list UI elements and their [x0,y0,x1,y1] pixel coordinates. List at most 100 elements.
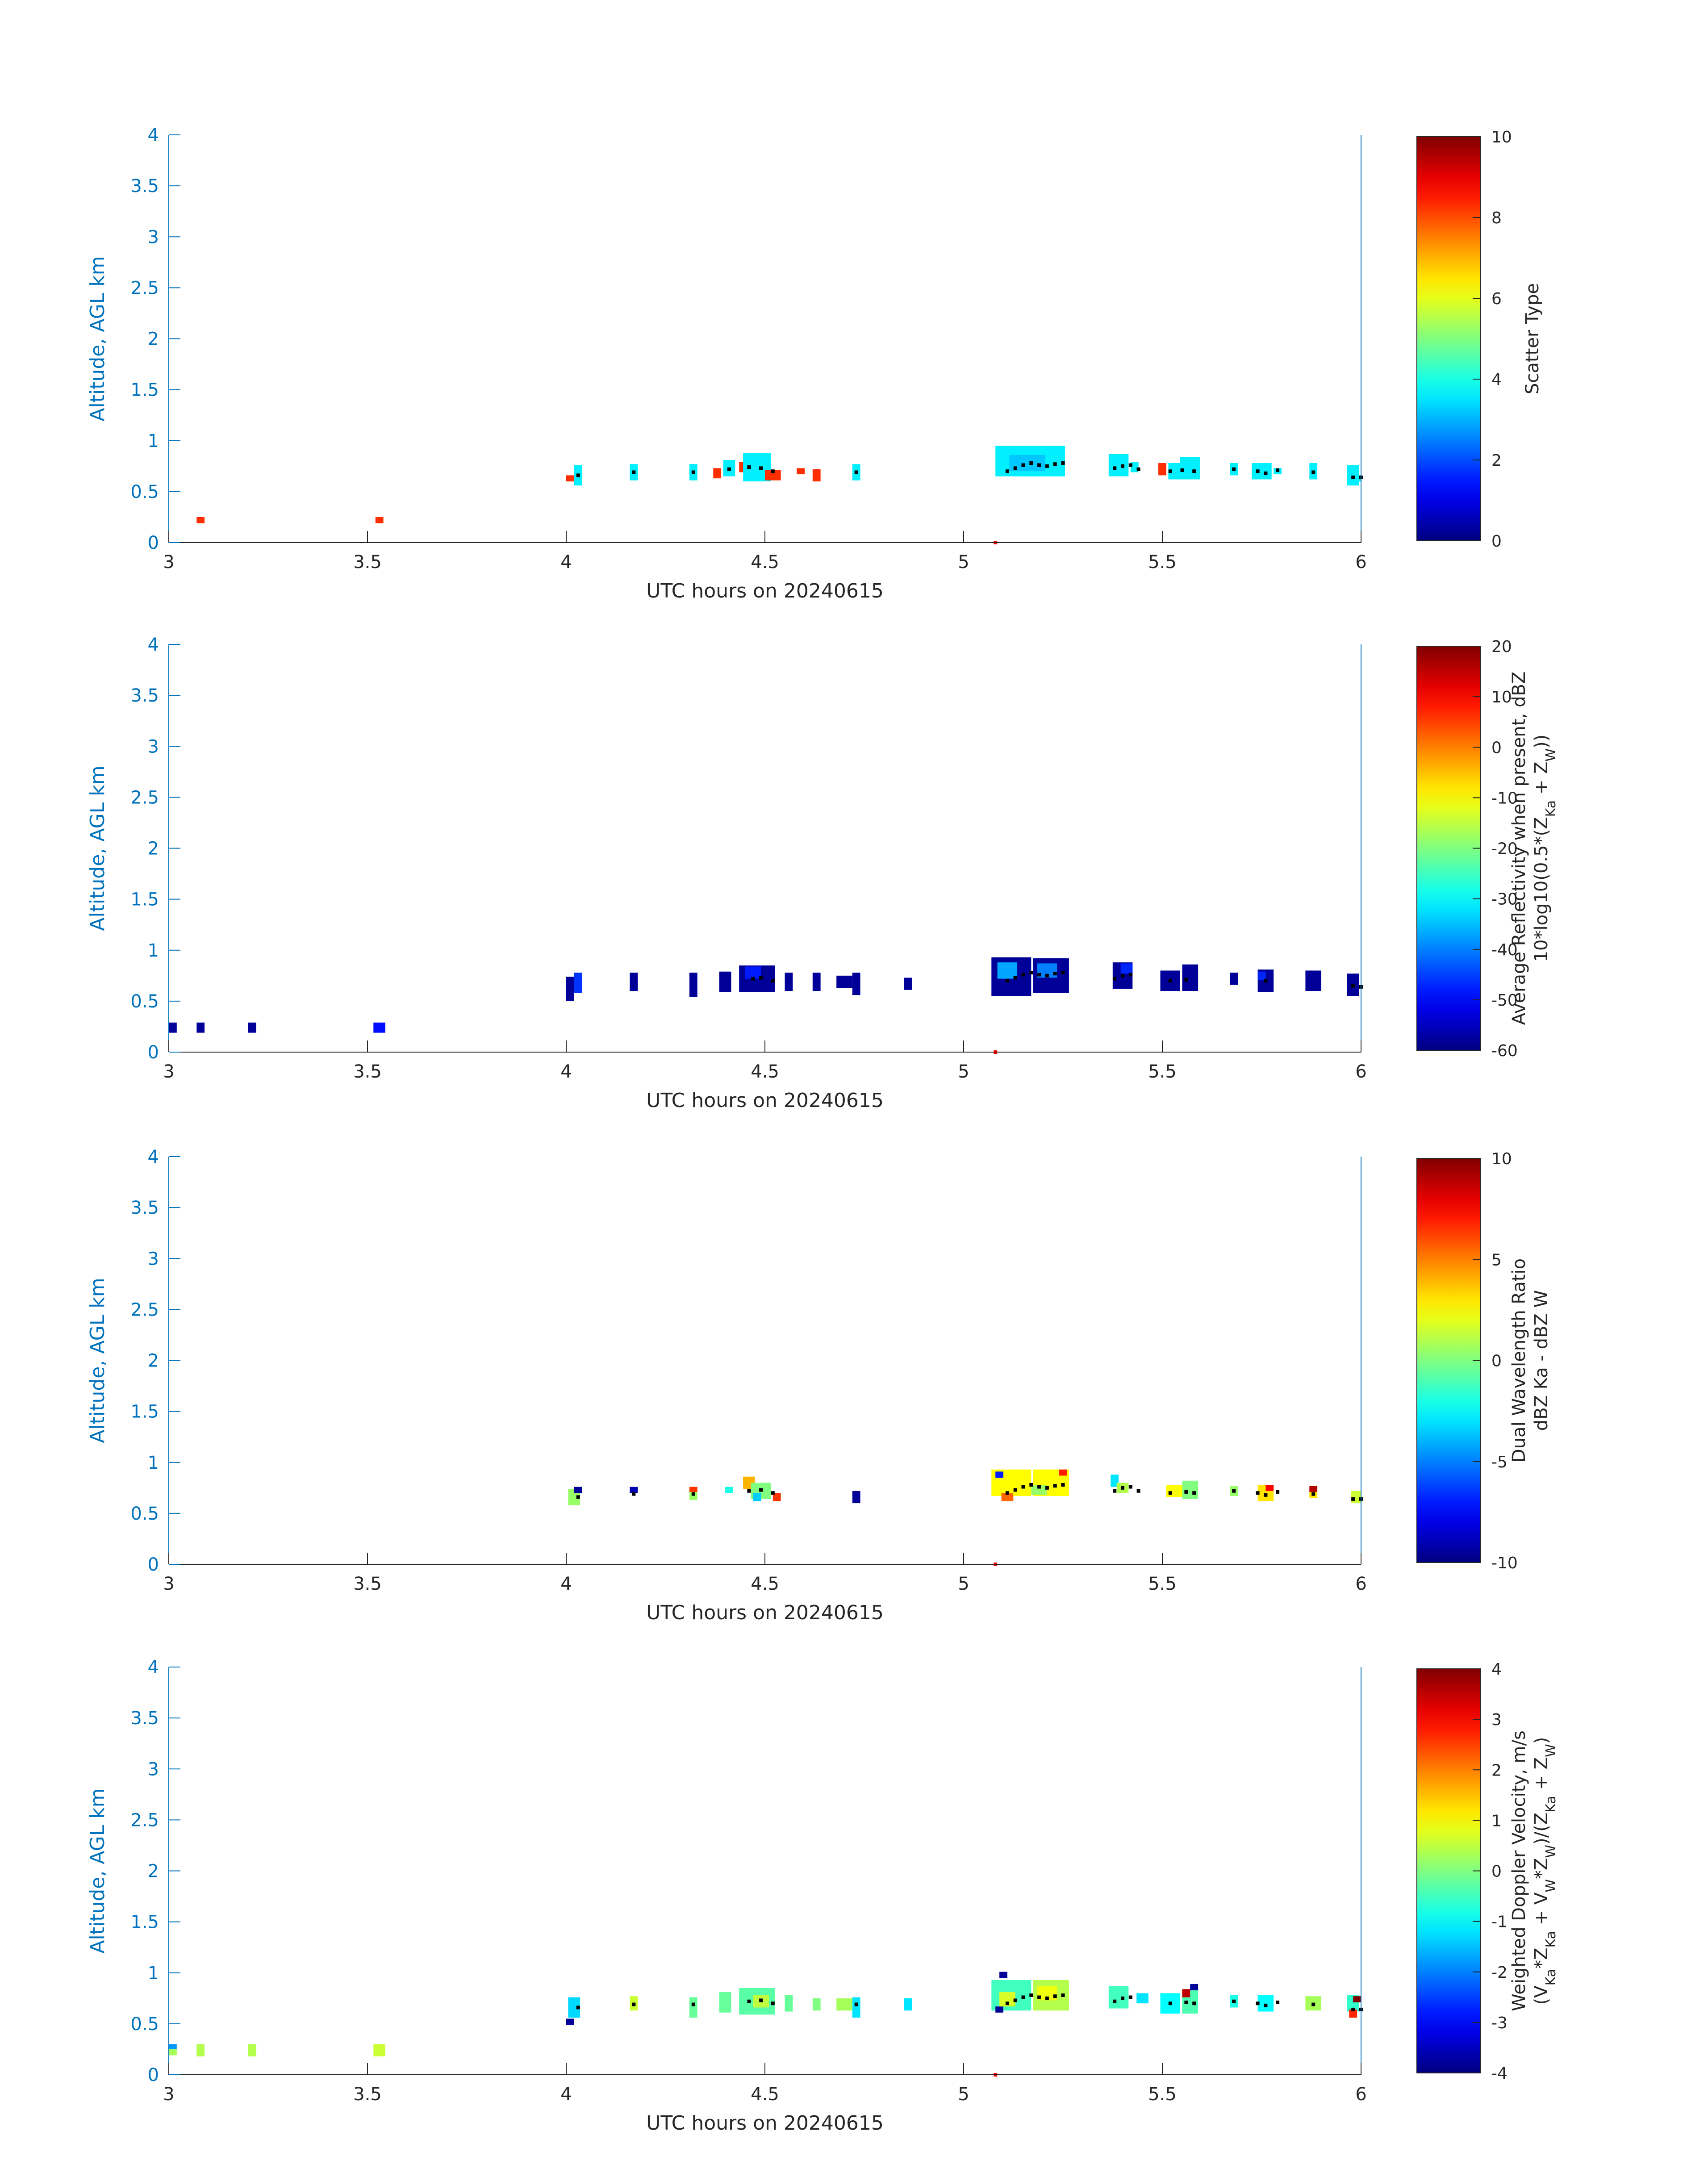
x-tick-label: 6 [1355,552,1366,572]
overlay-marker [576,1495,580,1499]
colorbar: -4 -3 -2 -1 0 1 2 3 4 Weighted Doppler Velocity, … [1416,1660,1559,2083]
overlay-marker [759,976,763,980]
overlay-marker [1351,2007,1355,2011]
overlay-marker [1276,1490,1280,1494]
y-tick-label: 3.5 [130,1708,159,1729]
data-cell [248,2044,256,2056]
data-cell [689,1487,697,1493]
colorbar-tick-label: -2 [1491,1964,1508,1982]
x-tick-label: 3.5 [353,1061,382,1082]
data-cell [812,469,821,482]
data-cell [995,1471,1003,1478]
overlay-marker [1264,471,1268,475]
data-cell [1257,971,1266,980]
x-tick-label: 4 [560,1574,572,1594]
overlay-marker [1311,1492,1315,1496]
x-tick-label: 5 [958,552,969,572]
overlay-marker [1005,979,1009,983]
chart-panel-scatter-type: 0 0.5 1 1.5 2 2.5 3 3.5 4 3 3.5 4 4.5 5 5.5 6 UTC hours … [86,125,1543,602]
overlay-marker [1113,1999,1117,2003]
overlay-marker [1061,971,1065,974]
y-tick-label: 2 [148,329,159,350]
data-cells [169,957,1359,1033]
x-axis-label: UTC hours on 20240615 [646,1089,884,1112]
data-cell [753,1493,761,1501]
overlay-marker [759,466,763,470]
overlay-marker [1168,2002,1172,2006]
overlay-marker [576,2006,580,2010]
colorbar-label: Weighted Doppler Velocity, m/s [1509,1730,1529,2011]
overlay-marker [1168,1491,1172,1495]
data-cell [196,2044,205,2056]
data-cell [745,966,761,979]
data-cell [904,978,912,990]
data-cell [904,1998,912,2011]
colorbar-tick-label: 1 [1491,1812,1502,1830]
data-cell [1031,1485,1047,1495]
overlay-marker [1192,1491,1196,1495]
colorbar-tick-label: 2 [1491,451,1502,470]
data-cell [689,973,697,997]
y-tick-label: 3 [148,1249,159,1269]
colorbar-tick-label: 0 [1491,1352,1502,1371]
x-tick-label: 3 [163,1574,174,1594]
overlay-marker [1128,1485,1132,1489]
data-cell [574,1487,582,1493]
data-cell [812,973,821,991]
y-tick-label: 2 [148,1351,159,1371]
colorbar-label: Average Reflectivity when present, dBZ [1509,672,1529,1025]
overlay-marker [1013,1488,1017,1492]
x-tick-label: 4 [560,1061,572,1082]
colorbar-tick-label: 3 [1491,1711,1502,1729]
data-cell [1059,1469,1067,1476]
data-cell [1230,973,1238,985]
data-cell [773,1493,781,1501]
y-tick-label: 1.5 [130,1912,159,1933]
colorbar: 0 2 4 6 8 10 Scatter Type [1416,128,1543,551]
data-cells [169,1972,1361,2056]
overlay-marker [1061,461,1065,465]
y-tick-label: 1 [148,1453,159,1473]
data-cell [574,973,582,993]
y-axis-label: Altitude, AGL km [86,256,109,421]
overlay-marker [1053,1994,1057,1998]
data-cell [689,1492,697,1500]
x-tick-label: 3 [163,2084,174,2105]
data-cell [719,1992,731,2013]
data-cell [1349,2009,1357,2018]
overlay-marker [1256,469,1260,473]
x-tick-label: 6 [1355,1574,1366,1594]
x-tick-label: 6 [1355,1061,1366,1082]
overlay-marker [1351,1497,1355,1501]
overlay-marker [1061,1993,1065,1997]
overlay-marker [1045,1486,1049,1490]
overlay-marker [1029,971,1033,974]
overlay-marker [576,473,580,477]
y-tick-label: 0.5 [130,482,159,502]
colorbar-tick-label: 2 [1491,1761,1502,1780]
x-tick-label: 3 [163,552,174,572]
colorbar-tick-label: 4 [1491,371,1502,389]
x-tick-label: 4.5 [751,1574,779,1594]
overlay-marker [1029,461,1033,465]
x-tick-label: 5.5 [1148,1574,1177,1594]
overlay-marker [1311,2002,1315,2006]
overlay-marker [1021,1485,1025,1489]
y-tick-label: 2 [148,1861,159,1882]
overlay-marker [1029,1993,1033,1997]
y-tick-label: 2.5 [130,787,159,808]
data-cell [852,1491,860,1504]
overlay-marker [1013,1998,1017,2002]
x-tick-label: 5.5 [1148,552,1177,572]
data-cell [852,1997,860,2018]
overlay-marker [632,1492,636,1496]
overlay-marker [751,977,755,981]
colorbar-gradient [1416,646,1481,1051]
y-tick-label: 0 [148,1554,159,1575]
data-cell [1166,1485,1182,1497]
colorbar: -60 -50 -40 -30 -20 -10 0 10 20 Average Reflectiv… [1416,638,1559,1060]
x-tick-label: 5 [958,2084,969,2105]
x-tick-label: 4.5 [751,2084,779,2105]
colorbar-label: 10*log10(0.5*(ZKa + ZW)) [1531,735,1559,962]
overlay-marker [1021,973,1025,977]
